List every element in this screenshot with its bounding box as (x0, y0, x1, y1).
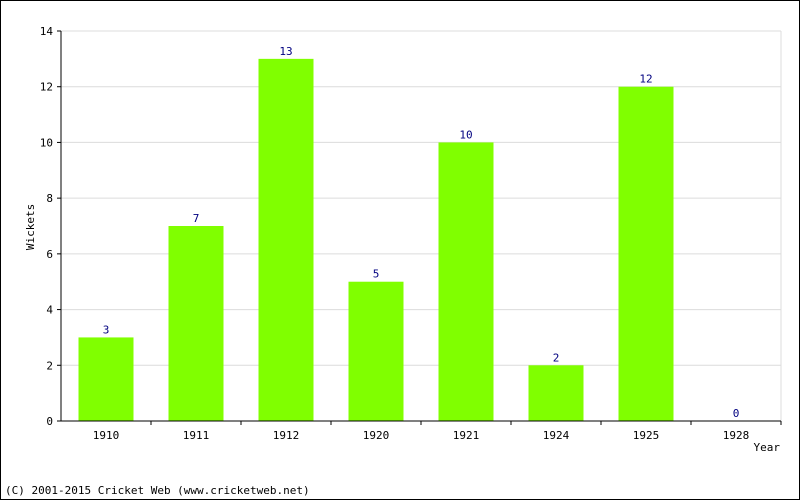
axes (57, 30, 782, 425)
x-tick-label: 1910 (93, 429, 120, 442)
y-tick-label: 2 (46, 359, 53, 372)
data-label: 7 (193, 212, 200, 225)
bar (348, 281, 404, 421)
bar (78, 337, 134, 421)
y-tick-label: 10 (40, 136, 53, 149)
x-tick-label: 1925 (633, 429, 660, 442)
copyright-text: (C) 2001-2015 Cricket Web (www.cricketwe… (5, 484, 310, 497)
bar (258, 58, 314, 421)
bar (438, 142, 494, 421)
data-label: 0 (733, 407, 740, 420)
y-tick-label: 0 (46, 415, 53, 428)
y-tick-label: 14 (40, 25, 54, 38)
data-label: 5 (373, 268, 380, 281)
x-axis-title: Year (754, 441, 781, 454)
data-label: 13 (279, 45, 292, 58)
x-tick-label: 1911 (183, 429, 210, 442)
y-tick-label: 6 (46, 248, 53, 261)
x-tick-label: 1928 (723, 429, 750, 442)
y-tick-label: 8 (46, 192, 53, 205)
x-tick-label: 1920 (363, 429, 390, 442)
y-axis-title: Wickets (24, 204, 37, 250)
data-label: 3 (103, 323, 110, 336)
bar (168, 226, 224, 421)
data-label: 2 (553, 351, 560, 364)
data-label: 12 (639, 73, 652, 86)
x-tick-label: 1924 (543, 429, 570, 442)
x-tick-label: 1912 (273, 429, 300, 442)
y-tick-label: 4 (46, 304, 53, 317)
bar (618, 86, 674, 421)
data-label: 10 (459, 128, 472, 141)
x-tick-label: 1921 (453, 429, 480, 442)
y-tick-label: 12 (40, 81, 53, 94)
labels: 0 2 4 6 8 10 12 14 3 1910 7 1911 13 1912 5 1920 10 1921 2 1… (40, 25, 750, 442)
bar (528, 365, 584, 421)
bars (78, 58, 674, 421)
